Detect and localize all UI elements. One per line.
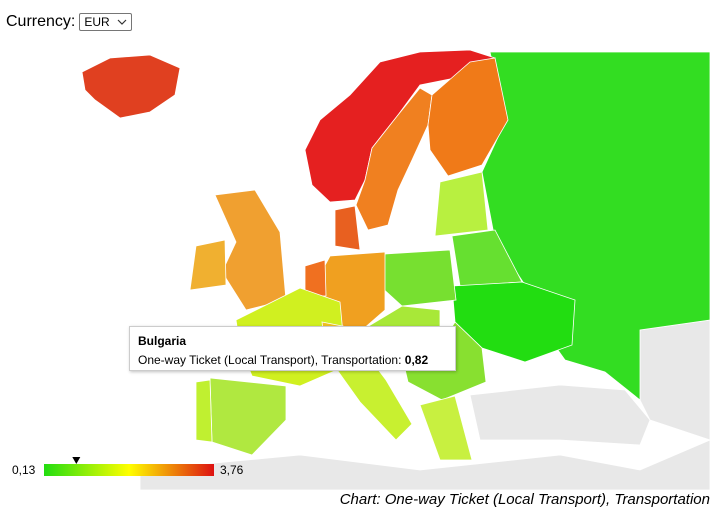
countries — [81, 49, 711, 491]
netherlands — [304, 259, 327, 297]
uk — [214, 189, 287, 311]
poland — [379, 249, 457, 307]
portugal — [195, 379, 213, 443]
spain — [209, 377, 287, 456]
norway — [304, 49, 496, 203]
africa — [139, 439, 711, 491]
middle-east — [639, 319, 711, 441]
turkey — [469, 384, 651, 446]
iceland — [81, 54, 181, 119]
legend-min: 0,13 — [12, 463, 36, 477]
chevron — [117, 19, 127, 25]
legend-scale — [44, 464, 214, 476]
tooltip-title: Bulgaria — [138, 334, 187, 348]
currency-label: Currency: — [6, 13, 76, 30]
tooltip-value: 0,82 — [404, 353, 429, 367]
legend-max: 3,76 — [220, 463, 244, 477]
caption: Chart: One-way Ticket (Local Transport),… — [339, 491, 710, 508]
greece — [419, 395, 473, 461]
ireland — [189, 239, 227, 291]
finland — [427, 57, 509, 177]
sweden — [355, 87, 433, 231]
denmark — [334, 205, 361, 251]
currency-select[interactable]: EUR — [79, 13, 133, 31]
legend-marker — [72, 457, 81, 464]
tooltip-label: One-way Ticket (Local Transport), Transp… — [138, 353, 402, 367]
tooltip: Bulgaria One-way Ticket (Local Transport… — [129, 326, 456, 371]
baltics — [434, 171, 489, 237]
currency-value: EUR — [84, 15, 110, 29]
currency-control: Currency: EUR — [6, 12, 133, 32]
